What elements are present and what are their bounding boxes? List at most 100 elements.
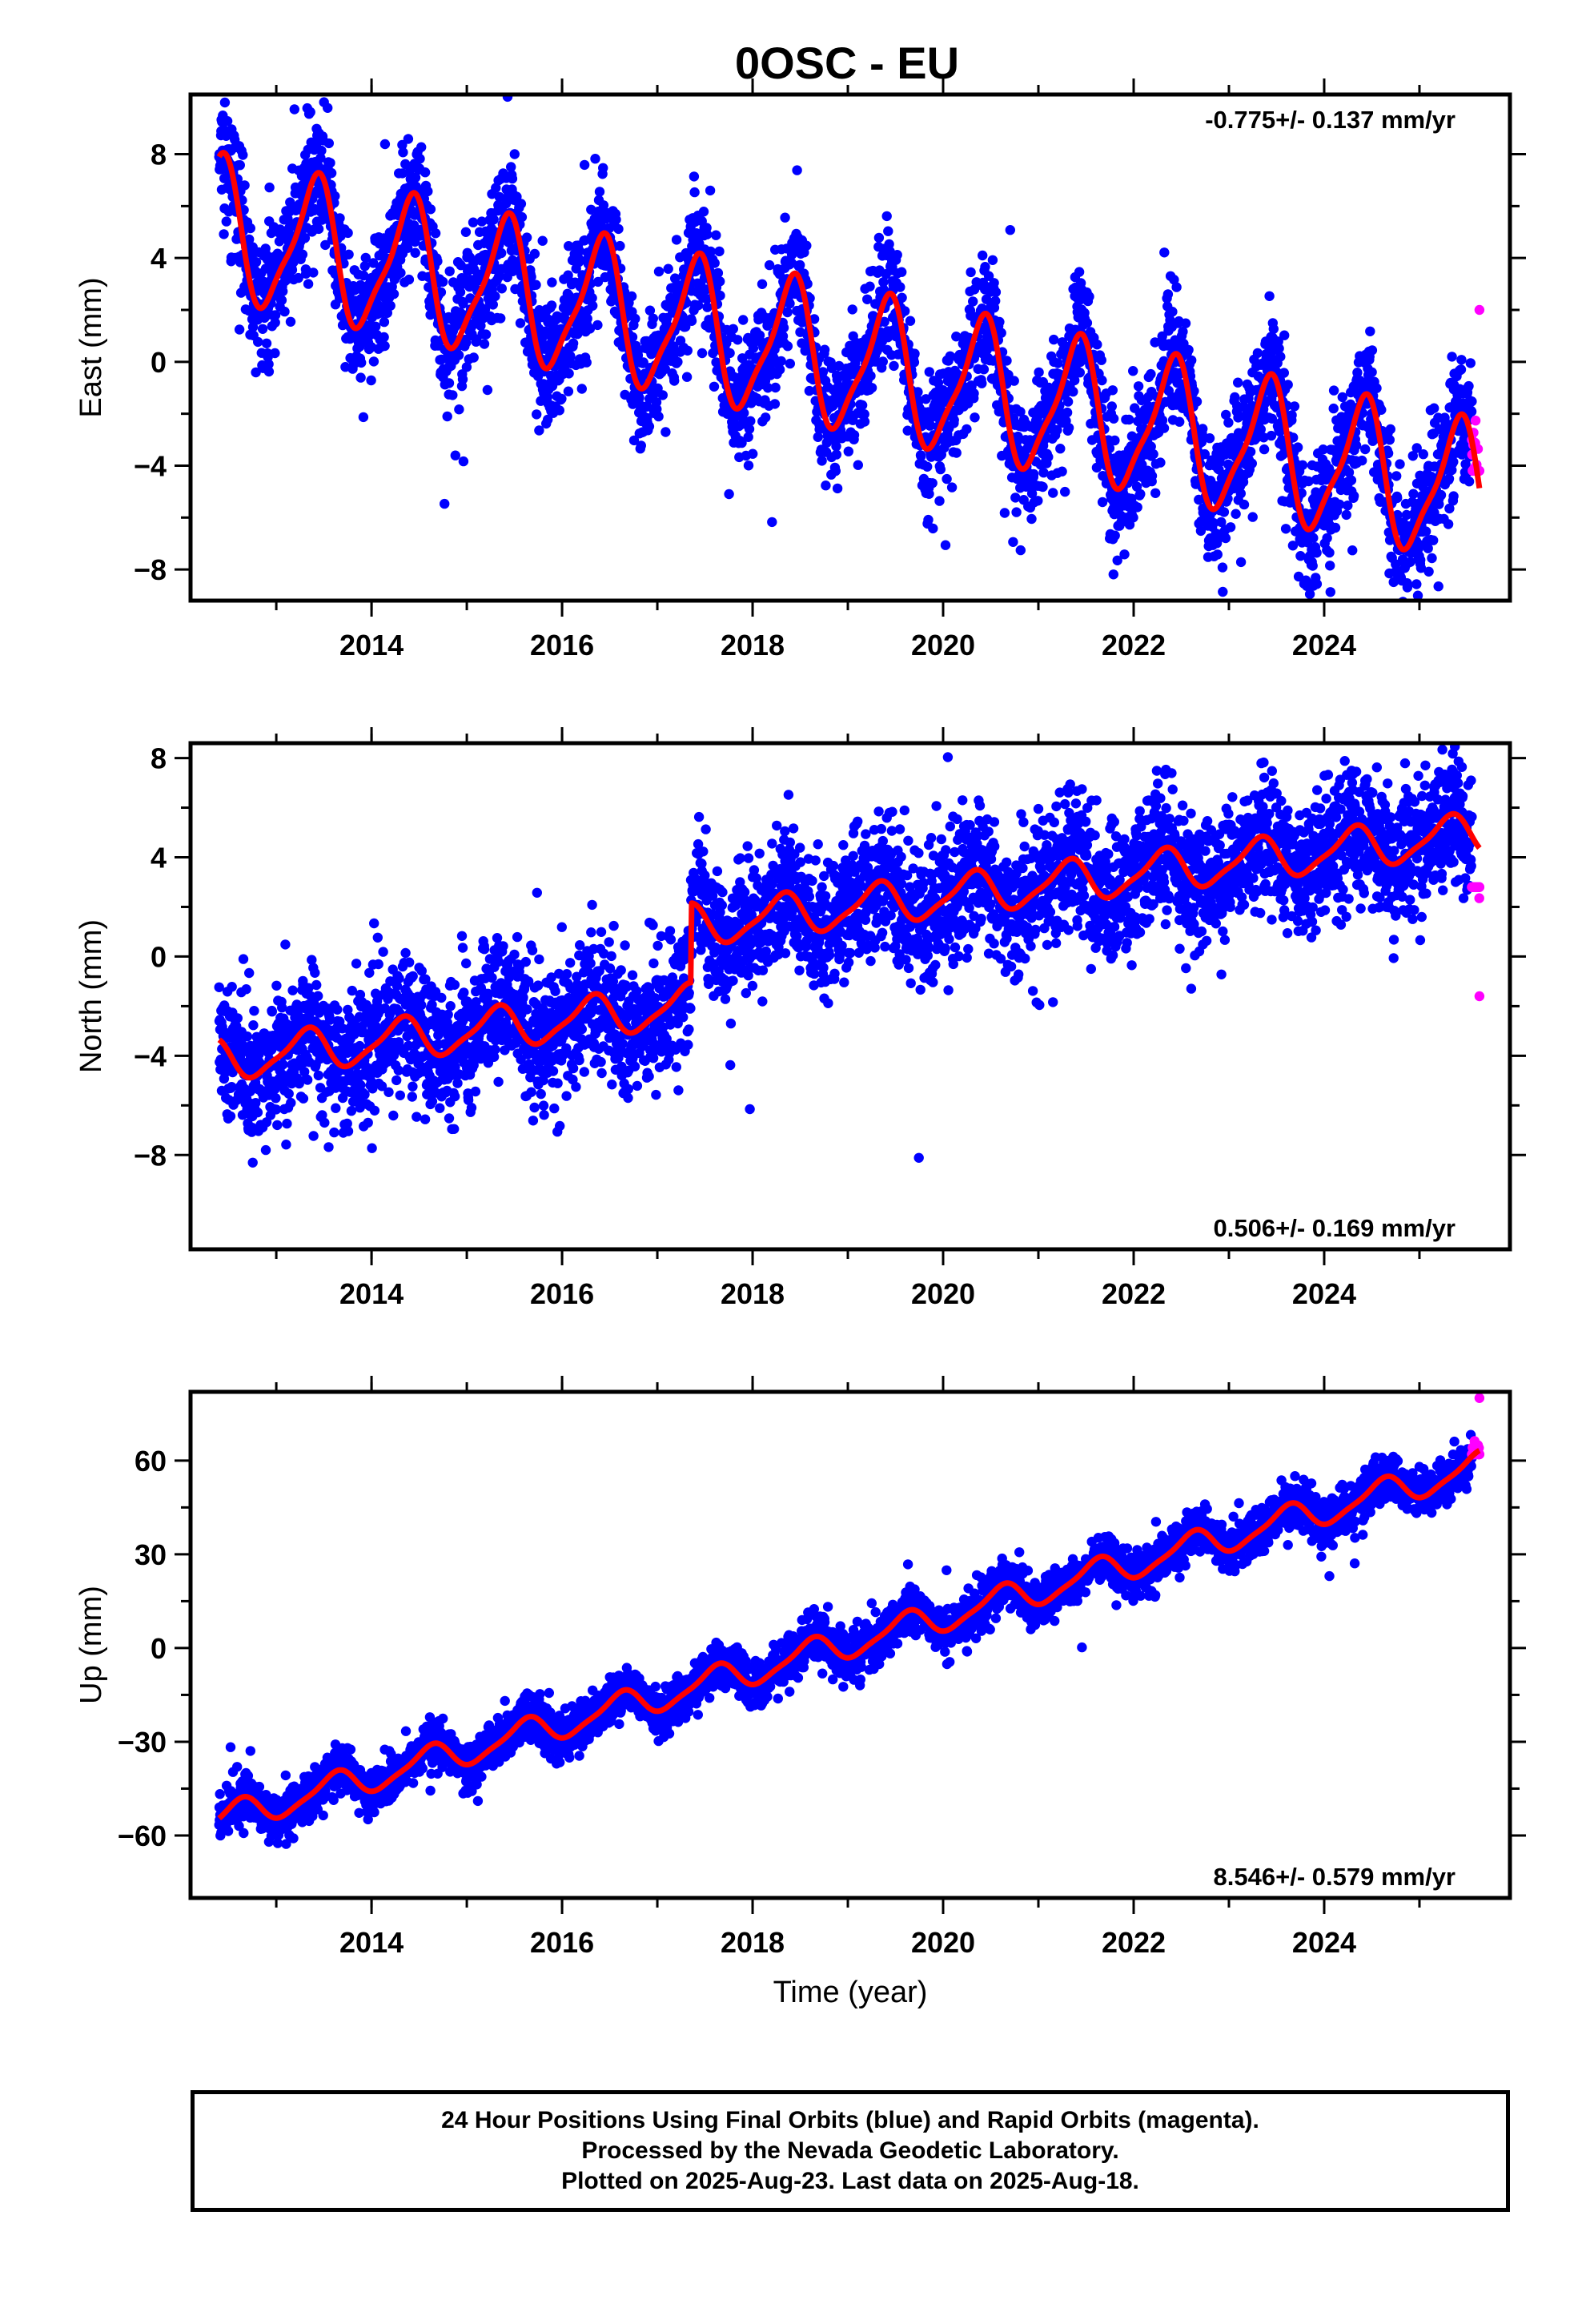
final-point bbox=[1279, 368, 1290, 378]
final-point bbox=[283, 1088, 294, 1100]
final-point bbox=[398, 147, 408, 158]
final-point bbox=[1235, 489, 1247, 499]
final-point bbox=[319, 1117, 330, 1128]
final-point bbox=[264, 182, 275, 193]
final-point bbox=[884, 239, 894, 250]
final-point bbox=[297, 249, 308, 259]
final-point bbox=[581, 357, 592, 368]
final-point bbox=[1384, 435, 1395, 445]
final-point bbox=[862, 294, 873, 304]
final-point bbox=[902, 425, 913, 436]
final-point bbox=[1158, 423, 1170, 433]
final-point bbox=[934, 496, 945, 506]
final-point bbox=[921, 394, 931, 404]
final-point bbox=[1133, 381, 1144, 392]
final-point bbox=[244, 234, 255, 245]
final-point bbox=[1435, 489, 1447, 501]
final-point bbox=[1360, 444, 1371, 455]
final-point bbox=[244, 967, 255, 979]
final-point bbox=[1124, 414, 1134, 425]
final-point bbox=[689, 187, 700, 198]
final-point bbox=[832, 483, 843, 494]
final-point bbox=[276, 295, 287, 306]
final-point bbox=[227, 1067, 238, 1078]
final-point bbox=[1189, 386, 1199, 396]
final-point bbox=[1429, 403, 1439, 413]
final-point bbox=[221, 216, 231, 227]
final-point bbox=[1308, 533, 1319, 543]
final-point bbox=[592, 276, 604, 287]
final-point bbox=[245, 223, 255, 234]
final-point bbox=[1444, 503, 1455, 514]
final-point bbox=[410, 247, 420, 258]
final-point bbox=[543, 414, 553, 425]
final-point bbox=[496, 247, 507, 259]
final-point bbox=[1043, 452, 1054, 462]
final-point bbox=[663, 263, 673, 274]
model-fit-line bbox=[216, 150, 1483, 553]
final-point bbox=[271, 1104, 282, 1115]
final-point bbox=[222, 116, 233, 127]
final-point bbox=[346, 1106, 357, 1116]
final-point bbox=[711, 230, 721, 240]
final-point bbox=[1171, 282, 1182, 292]
final-point bbox=[420, 167, 431, 178]
final-point bbox=[450, 450, 460, 460]
final-point bbox=[325, 158, 335, 168]
final-point bbox=[214, 982, 224, 993]
final-point bbox=[313, 991, 323, 1001]
final-point bbox=[1307, 561, 1318, 571]
final-point bbox=[770, 382, 781, 393]
final-point bbox=[671, 235, 682, 245]
final-point bbox=[653, 411, 664, 422]
y-tick-label: 8 bbox=[151, 139, 167, 171]
final-point bbox=[1009, 376, 1019, 386]
final-point bbox=[1465, 358, 1476, 368]
final-point bbox=[1218, 586, 1228, 597]
final-point bbox=[1365, 326, 1375, 336]
final-point bbox=[335, 213, 345, 223]
final-point bbox=[579, 159, 590, 171]
final-point bbox=[343, 1126, 354, 1136]
final-point bbox=[968, 296, 978, 307]
final-point bbox=[1178, 326, 1188, 337]
final-point bbox=[323, 138, 334, 149]
final-point bbox=[251, 367, 261, 378]
final-point bbox=[515, 318, 526, 328]
final-point bbox=[853, 460, 864, 470]
final-point bbox=[778, 323, 789, 333]
final-point bbox=[1259, 432, 1269, 443]
final-point bbox=[587, 292, 597, 304]
final-point bbox=[1297, 460, 1308, 470]
final-point bbox=[531, 279, 541, 290]
final-point bbox=[978, 364, 990, 375]
final-point bbox=[764, 259, 775, 271]
final-point bbox=[317, 1110, 327, 1120]
final-point bbox=[1026, 489, 1038, 499]
x-tick-label: 2018 bbox=[721, 629, 785, 661]
final-point bbox=[634, 392, 644, 404]
final-point bbox=[360, 252, 371, 263]
final-point bbox=[476, 216, 487, 227]
final-point bbox=[1150, 488, 1161, 498]
final-point bbox=[1274, 343, 1284, 354]
final-point bbox=[219, 229, 229, 239]
final-point bbox=[1110, 435, 1120, 446]
final-point bbox=[248, 1020, 259, 1031]
x-tick-label: 2020 bbox=[911, 629, 975, 661]
final-point bbox=[1311, 579, 1323, 589]
final-point bbox=[404, 274, 415, 285]
final-point bbox=[303, 983, 314, 993]
final-point bbox=[1049, 334, 1059, 345]
final-point bbox=[980, 262, 990, 272]
final-point bbox=[494, 191, 505, 203]
final-point bbox=[1186, 355, 1197, 366]
final-point bbox=[411, 181, 421, 192]
final-point bbox=[1335, 499, 1345, 510]
final-point bbox=[761, 412, 771, 423]
final-point bbox=[1108, 569, 1119, 580]
final-point bbox=[1347, 545, 1358, 556]
final-point bbox=[782, 307, 793, 318]
final-orbit-points bbox=[214, 743, 1477, 1168]
final-point bbox=[1053, 358, 1063, 368]
